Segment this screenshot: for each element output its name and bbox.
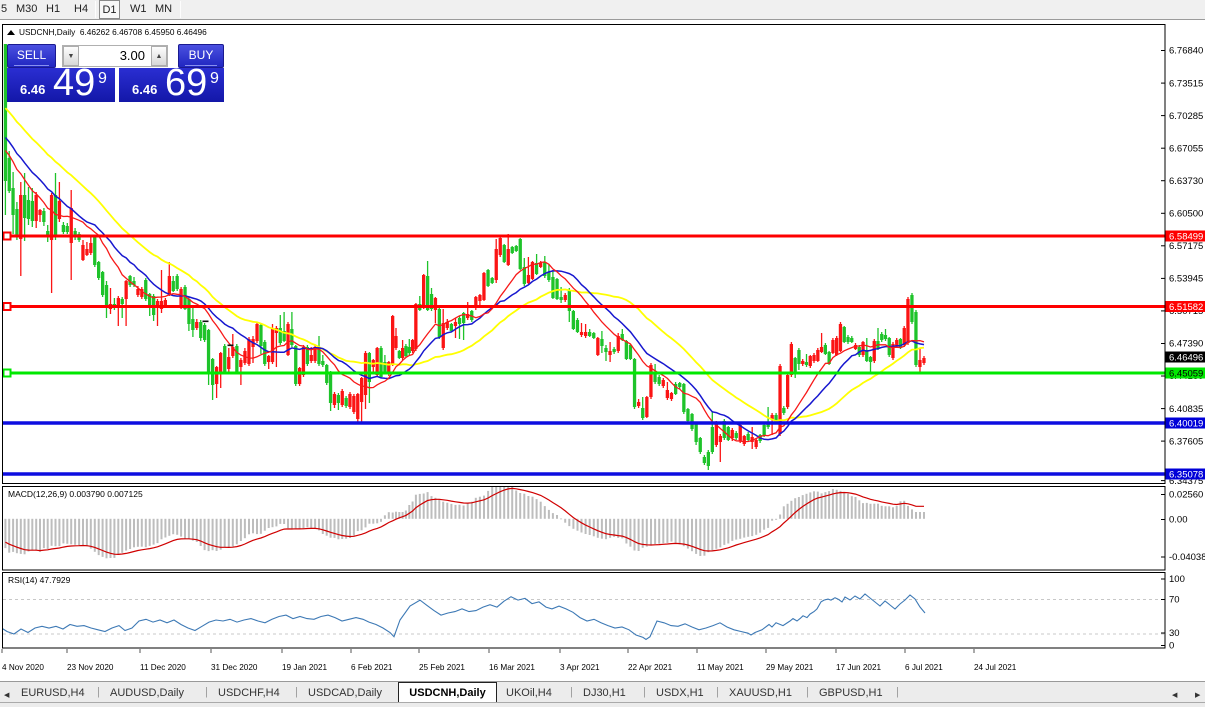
svg-text:31 Dec 2020: 31 Dec 2020	[211, 663, 258, 672]
svg-text:70: 70	[1169, 595, 1180, 606]
svg-text:29 May 2021: 29 May 2021	[766, 663, 814, 672]
svg-text:6.57175: 6.57175	[1169, 241, 1203, 252]
svg-text:6.53945: 6.53945	[1169, 274, 1203, 285]
svg-text:19 Jan 2021: 19 Jan 2021	[282, 663, 328, 672]
svg-text:11 May 2021: 11 May 2021	[697, 663, 744, 672]
svg-text:16 Mar 2021: 16 Mar 2021	[489, 663, 535, 672]
svg-text:4 Nov 2020: 4 Nov 2020	[2, 663, 44, 672]
svg-text:22 Apr 2021: 22 Apr 2021	[628, 663, 673, 672]
svg-text:6 Feb 2021: 6 Feb 2021	[351, 663, 393, 672]
svg-text:24 Jul 2021: 24 Jul 2021	[974, 663, 1017, 672]
svg-text:0.00: 0.00	[1169, 515, 1188, 526]
svg-text:6.46496: 6.46496	[1169, 352, 1203, 363]
svg-text:6.70285: 6.70285	[1169, 111, 1203, 122]
svg-text:0.02560: 0.02560	[1169, 490, 1203, 501]
svg-text:6.73515: 6.73515	[1169, 78, 1203, 89]
svg-text:100: 100	[1169, 574, 1185, 585]
svg-text:23 Nov 2020: 23 Nov 2020	[67, 663, 114, 672]
svg-text:6.35078: 6.35078	[1169, 469, 1203, 480]
svg-text:25 Feb 2021: 25 Feb 2021	[419, 663, 465, 672]
svg-text:6.76840: 6.76840	[1169, 46, 1203, 57]
svg-text:6 Jul 2021: 6 Jul 2021	[905, 663, 943, 672]
svg-text:30: 30	[1169, 628, 1180, 639]
svg-text:6.60500: 6.60500	[1169, 209, 1203, 220]
svg-text:6.63730: 6.63730	[1169, 176, 1203, 187]
svg-text:3 Apr 2021: 3 Apr 2021	[560, 663, 600, 672]
svg-text:-0.04038: -0.04038	[1169, 552, 1205, 563]
svg-text:6.58499: 6.58499	[1169, 231, 1203, 242]
svg-text:0: 0	[1169, 641, 1174, 652]
svg-text:6.67055: 6.67055	[1169, 143, 1203, 154]
svg-text:USDCNH,Daily 6.46262 6.46708: USDCNH,Daily 6.46262 6.46708 6.45950 6.4…	[19, 27, 207, 37]
svg-text:6.45059: 6.45059	[1169, 368, 1203, 379]
svg-text:6.51582: 6.51582	[1169, 302, 1203, 313]
svg-text:6.37605: 6.37605	[1169, 436, 1203, 447]
svg-text:6.47390: 6.47390	[1169, 339, 1203, 350]
svg-text:MACD(12,26,9) 0.003790 0.00712: MACD(12,26,9) 0.003790 0.007125	[8, 489, 143, 499]
svg-text:11 Dec 2020: 11 Dec 2020	[140, 663, 186, 672]
svg-text:6.40835: 6.40835	[1169, 404, 1203, 415]
svg-text:6.40019: 6.40019	[1169, 418, 1203, 429]
svg-text:17 Jun 2021: 17 Jun 2021	[836, 663, 882, 672]
svg-text:6.34375: 6.34375	[1169, 476, 1203, 487]
svg-text:RSI(14) 47.7929: RSI(14) 47.7929	[8, 575, 71, 585]
